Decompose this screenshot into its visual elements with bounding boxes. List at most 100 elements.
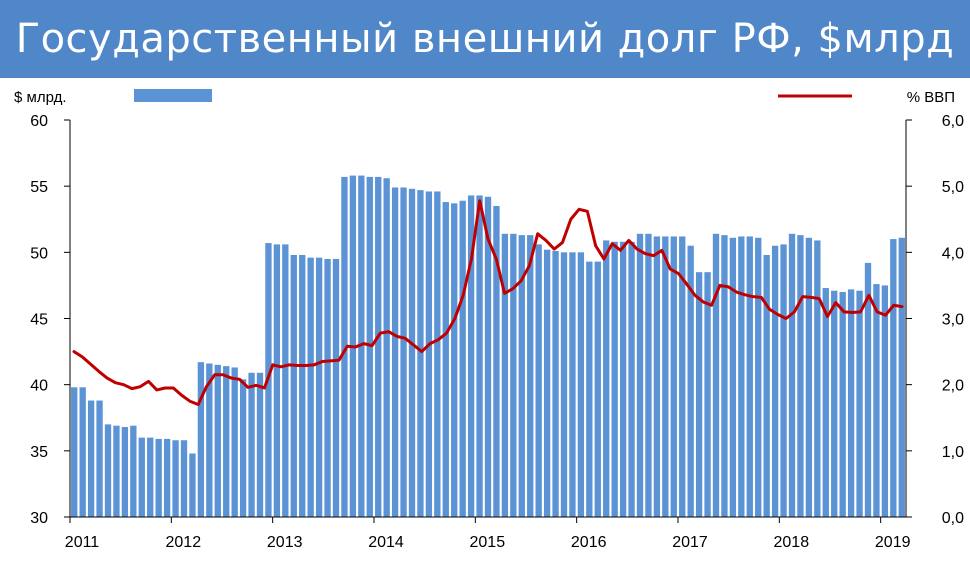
x-tick-label: 2015 [470, 534, 506, 551]
bar [451, 203, 458, 517]
bar [206, 363, 213, 517]
bar [763, 254, 770, 518]
bar [712, 233, 720, 517]
bar [324, 258, 331, 517]
bar [476, 195, 483, 517]
bar [636, 233, 644, 517]
bar [96, 400, 103, 517]
bar [645, 233, 652, 517]
bar [273, 244, 281, 517]
right-tick-label: 6,0 [942, 113, 964, 130]
left-tick-label: 35 [30, 444, 48, 461]
bar [71, 387, 78, 517]
bar [425, 191, 433, 517]
bar [493, 206, 500, 517]
bar [814, 240, 821, 518]
bar [180, 440, 188, 517]
bar [687, 245, 694, 517]
bar [535, 244, 542, 517]
left-tick-label: 50 [30, 245, 48, 262]
bar [890, 239, 897, 517]
series-line [72, 199, 904, 407]
bar [518, 235, 525, 517]
bar [527, 235, 534, 517]
bar [375, 176, 382, 517]
left-tick-label: 55 [30, 179, 48, 196]
bar [147, 437, 154, 517]
x-tick-label: 2013 [267, 534, 303, 551]
bar [569, 252, 576, 517]
bar [586, 261, 593, 517]
bar [282, 244, 289, 517]
bar [619, 241, 627, 517]
bar [299, 254, 306, 518]
bar [603, 240, 610, 518]
x-tick-label: 2011 [65, 534, 100, 551]
bar [248, 372, 255, 517]
left-tick-label: 45 [30, 312, 48, 329]
bar [417, 190, 424, 517]
bar [771, 245, 779, 517]
bar [695, 272, 703, 517]
right-axis-unit-label: % ВВП [907, 89, 955, 106]
x-tick-label: 2016 [571, 534, 607, 551]
right-tick-label: 1,0 [942, 444, 964, 461]
bar [290, 254, 297, 518]
right-tick-label: 0,0 [942, 510, 964, 527]
bar [197, 362, 205, 517]
bar [704, 272, 711, 517]
title-bar: Государственный внешний долг РФ, $млрд [0, 0, 970, 78]
bar [847, 289, 855, 517]
bar [831, 290, 838, 517]
bar [543, 249, 551, 517]
bar [130, 425, 137, 517]
bar [113, 425, 120, 517]
bar [746, 236, 753, 517]
bar [341, 176, 348, 517]
bar [864, 262, 872, 517]
bar [239, 379, 247, 517]
bar [138, 437, 145, 517]
bar [332, 258, 340, 517]
bar [315, 257, 323, 517]
chart-area: 30 35 40 45 50 55 60 0,0 1,0 2,0 3,0 4,0 5,0 6,0 2011 2… [0, 78, 970, 560]
bar [434, 191, 441, 517]
legend-key-bars [134, 89, 212, 102]
bar [467, 195, 475, 517]
left-tick-label: 60 [30, 113, 48, 130]
left-axis-unit-label: $ млрд. [14, 89, 67, 106]
bar [459, 200, 466, 517]
bar [408, 188, 416, 517]
bar [172, 440, 179, 517]
right-tick-label: 4,0 [942, 245, 964, 262]
bar [155, 438, 162, 517]
right-tick-label: 3,0 [942, 312, 964, 329]
bar [653, 236, 661, 517]
left-tick-label: 30 [30, 510, 48, 527]
bar [738, 236, 745, 517]
bar [797, 235, 804, 517]
bar [400, 187, 407, 517]
bar [560, 252, 568, 517]
bar [501, 233, 509, 517]
bar [307, 257, 314, 517]
bar [391, 187, 399, 517]
bar [256, 372, 264, 517]
bar [898, 237, 905, 517]
bar [577, 252, 585, 517]
bar [552, 251, 559, 517]
right-tick-label: 5,0 [942, 179, 964, 196]
bar [594, 261, 601, 517]
bar [628, 241, 635, 517]
chart-title: Государственный внешний долг РФ, $млрд [15, 16, 955, 62]
bar [805, 237, 813, 517]
chart-svg: 30 35 40 45 50 55 60 0,0 1,0 2,0 3,0 4,0 5,0 6,0 2011 2… [14, 89, 964, 551]
bar [780, 244, 787, 517]
bar [729, 237, 737, 517]
x-tick-label: 2012 [166, 534, 202, 551]
bar [881, 285, 889, 517]
bar [839, 292, 846, 517]
x-tick-label: 2014 [368, 534, 404, 551]
bar [383, 178, 390, 517]
bar [510, 233, 517, 517]
